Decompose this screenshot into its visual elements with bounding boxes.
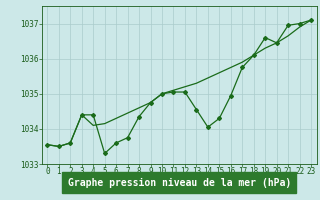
X-axis label: Graphe pression niveau de la mer (hPa): Graphe pression niveau de la mer (hPa) — [68, 178, 291, 188]
